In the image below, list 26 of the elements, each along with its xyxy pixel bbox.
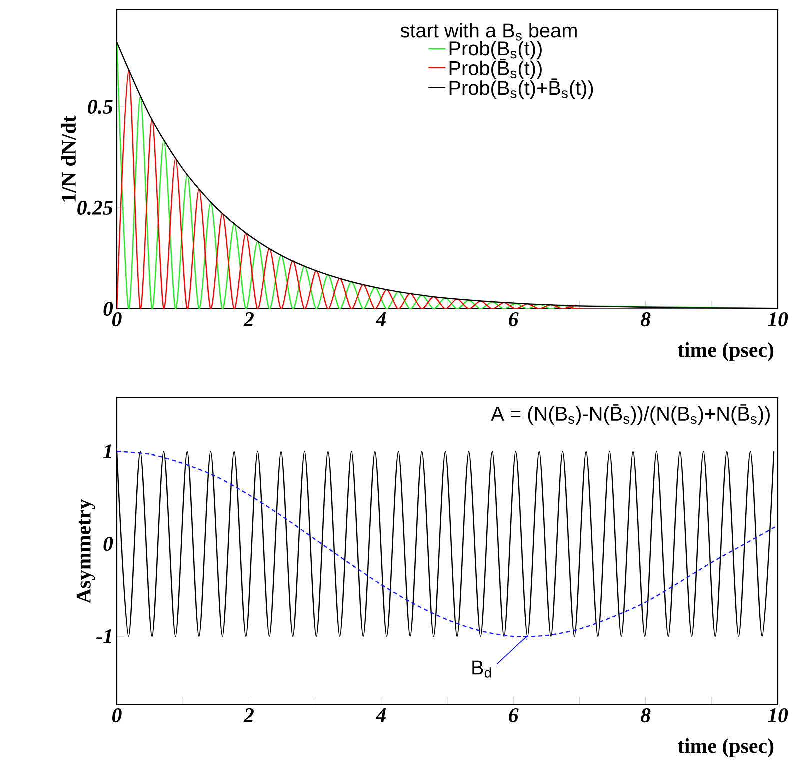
x-tick-label: 6 [509, 708, 519, 723]
x-tick-label: 6 [509, 312, 519, 327]
y-tick-label: 0.5 [88, 100, 113, 114]
y-axis-title: 1/N dN/dt [61, 116, 76, 202]
x-tick-label: 2 [244, 708, 254, 722]
legend-label: Prob(B$_{s}$(t)+B̄$_{s}$(t)) [450, 78, 594, 100]
x-axis-title: time (psec) [678, 342, 774, 362]
y-tick-label: -1 [96, 630, 112, 644]
x-tick-label: 10 [768, 312, 788, 327]
text: A = (N(B$_{s}$)-N(B̄$_{s}$))/(N(B$_{s}$)+N(B̄$_{s}$)) [491, 404, 770, 425]
x-tick-label: 8 [640, 312, 651, 327]
x-axis-title: time (psec) [678, 738, 774, 758]
y-tick-label: 1 [104, 444, 112, 459]
annotation: B$_{d}$ [472, 660, 492, 678]
legend-title: start with a B$_{s}$ beam [400, 23, 577, 41]
y-tick-label: 0 [104, 537, 114, 552]
x-tick-label: 4 [376, 312, 386, 326]
x-tick-label: 8 [640, 708, 651, 723]
legend-label: Prob(B̄$_{s}$(t)) [450, 58, 542, 80]
x-tick-label: 10 [768, 708, 788, 723]
x-tick-label: 4 [376, 708, 386, 722]
y-tick-label: 0 [104, 302, 114, 316]
y-tick-label: 0.25 [78, 200, 113, 216]
y-axis-title: Asymmetry [76, 499, 96, 604]
x-tick-label: 2 [244, 312, 254, 326]
legend-label: Prob(B$_{s}$(t)) [450, 41, 542, 60]
